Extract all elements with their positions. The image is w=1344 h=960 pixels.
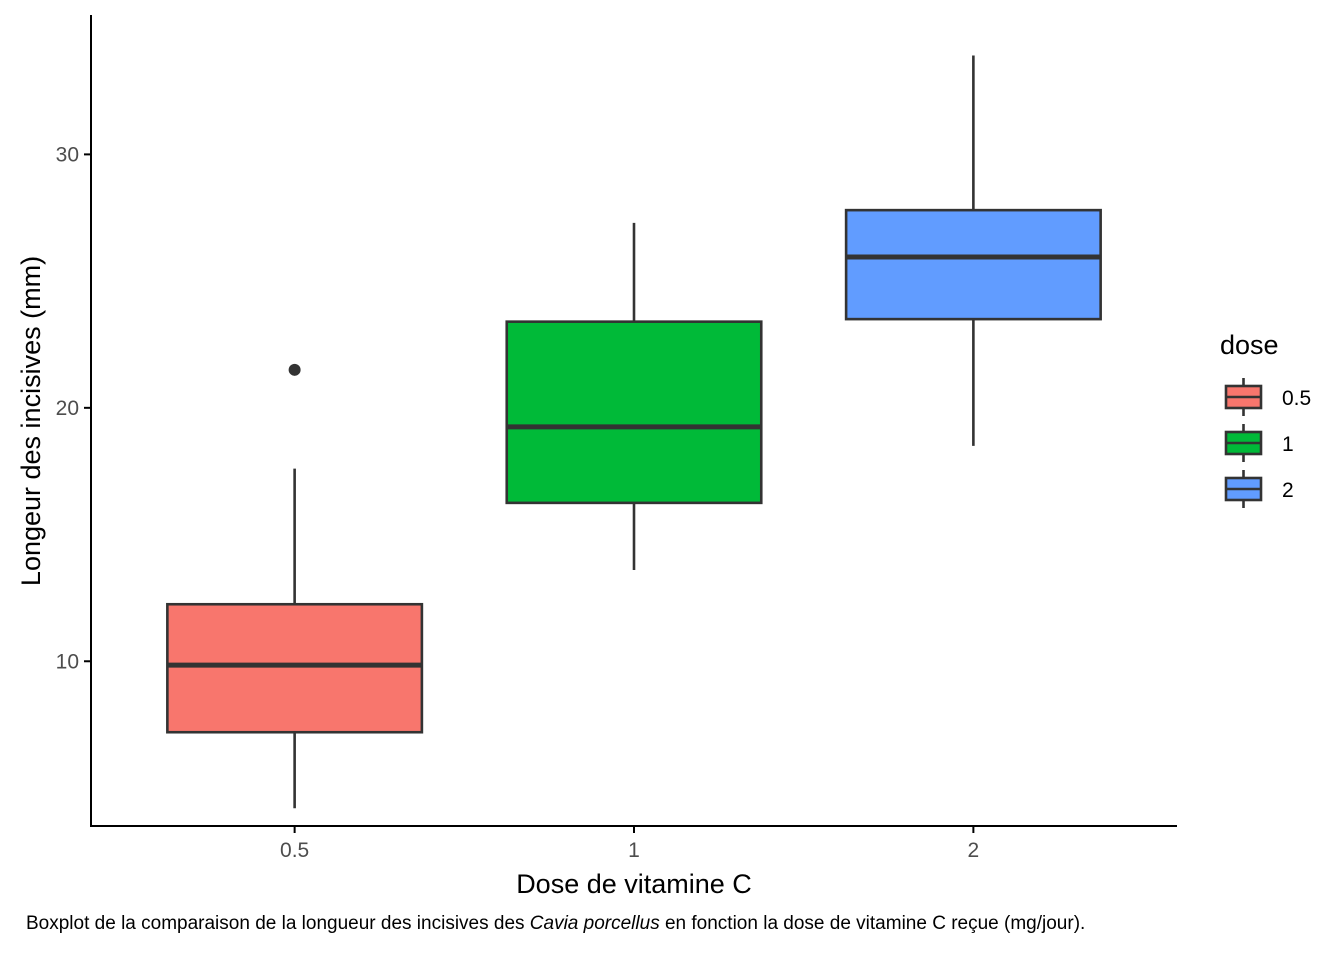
legend-label: 0.5 [1282,387,1311,410]
caption-prefix: Boxplot de la comparaison de la longueur… [26,913,530,934]
x-tick-label: 0.5 [280,839,309,862]
box-group-0.5 [166,363,424,809]
y-axis-title: Longeur des incisives (mm) [16,256,46,586]
y-tick-label: 20 [56,397,79,420]
box-group-2 [844,55,1102,446]
figure-caption: Boxplot de la comparaison de la longueur… [26,913,1085,935]
legend: dose 0.5 1 2 [1220,330,1311,508]
legend-entry-2: 2 [1224,470,1294,508]
box-iqr [844,208,1102,321]
y-ticks: 10 20 30 [56,143,91,673]
box-group-1 [505,222,763,571]
x-ticks: 0.5 1 2 [280,826,979,862]
legend-entry-0.5: 0.5 [1224,378,1311,416]
y-tick-label: 30 [56,143,79,166]
box-iqr [166,602,424,734]
legend-entry-1: 1 [1224,424,1294,462]
legend-title: dose [1220,330,1279,360]
caption-suffix: en fonction la dose de vitamine C reçue … [659,913,1086,934]
legend-label: 2 [1282,479,1294,502]
outlier-point [288,363,301,376]
y-tick-label: 10 [56,650,79,673]
legend-label: 1 [1282,433,1294,456]
x-axis-title: Dose de vitamine C [516,869,752,899]
x-tick-label: 2 [968,839,980,862]
x-tick-label: 1 [628,839,640,862]
caption-species: Cavia porcellus [529,913,660,934]
boxes-layer [166,55,1102,809]
box-iqr [505,320,763,505]
